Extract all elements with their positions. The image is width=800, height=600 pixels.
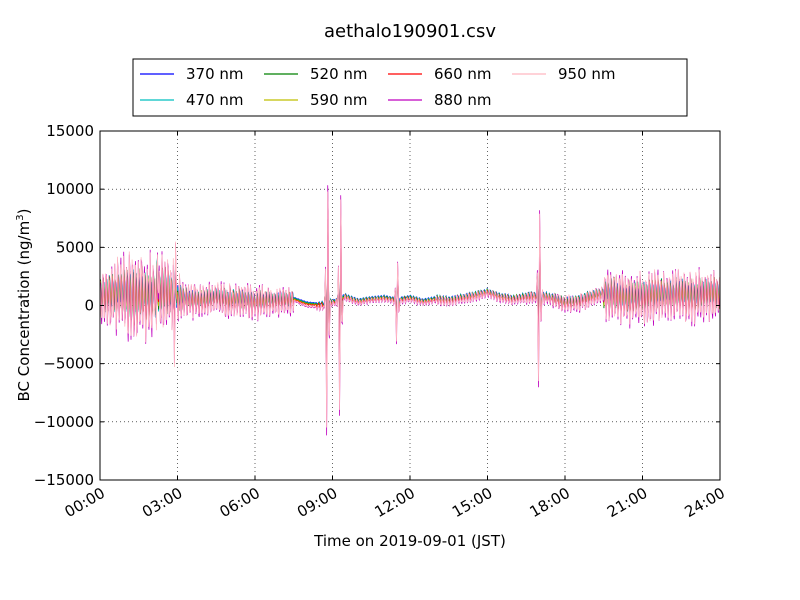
plot-area [99,130,721,481]
y-axis-label-sup: 3 [15,214,26,220]
legend-label: 590 nm [310,91,368,109]
legend-label: 520 nm [310,65,368,83]
legend-item: 950 nm [512,65,616,83]
legend-label: 370 nm [186,65,244,83]
legend-label: 950 nm [558,65,616,83]
y-tick-label: −15000 [34,471,94,489]
x-axis-label: Time on 2019-09-01 (JST) [313,532,506,550]
y-tick-label: −5000 [43,355,94,373]
legend-item: 520 nm [264,65,368,83]
y-tick-label: −10000 [34,413,94,431]
legend-item: 660 nm [388,65,492,83]
y-tick-labels: 15000 10000 5000 0 −5000 −10000 −15000 [34,122,94,489]
legend-label: 880 nm [434,91,492,109]
legend-item: 470 nm [140,91,244,109]
y-tick-label: 15000 [46,122,94,140]
legend-label: 660 nm [434,65,492,83]
series-layer [100,185,720,436]
y-tick-label: 0 [84,297,94,315]
chart-title: aethalo190901.csv [324,21,496,42]
y-tick-label: 10000 [46,180,94,198]
legend-label: 470 nm [186,91,244,109]
y-axis-label-main: BC Concentration (ng/m [15,221,33,402]
legend-item: 880 nm [388,91,492,109]
legend: 370 nm 470 nm 520 nm 590 nm 660 nm 880 nm 950 … [132,58,688,117]
y-axis-label-tail: ) [15,209,33,215]
legend-item: 370 nm [140,65,244,83]
plot-frame [99,130,721,481]
series-line [100,191,720,428]
legend-box [132,58,688,117]
y-axis-label: BC Concentration (ng/m3) [15,209,33,402]
y-tick-label: 5000 [56,238,94,256]
legend-item: 590 nm [264,91,368,109]
